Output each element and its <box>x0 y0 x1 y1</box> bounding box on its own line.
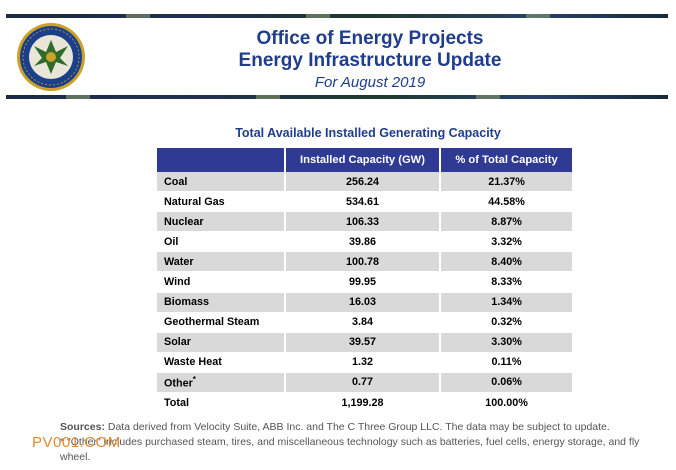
row-percent: 3.32% <box>439 232 572 253</box>
row-source-name: Wind <box>157 272 284 293</box>
row-source-name: Natural Gas <box>157 192 284 213</box>
row-source-name: Water <box>157 252 284 273</box>
table-row: Geothermal Steam 3.84 0.32% <box>157 312 572 333</box>
sources-text: Data derived from Velocity Suite, ABB In… <box>104 421 610 433</box>
row-source-name: Biomass <box>157 292 284 313</box>
column-header-capacity: Installed Capacity (GW) <box>284 148 439 172</box>
row-source-name: Solar <box>157 332 284 353</box>
sources-note: Sources: Data derived from Velocity Suit… <box>60 420 660 435</box>
capacity-table: Installed Capacity (GW) % of Total Capac… <box>157 148 572 414</box>
row-capacity: 1,199.28 <box>284 393 439 414</box>
row-percent: 8.40% <box>439 252 572 273</box>
table-row: Biomass 16.03 1.34% <box>157 292 572 313</box>
table-row: Natural Gas 534.61 44.58% <box>157 192 572 213</box>
row-percent: 0.32% <box>439 312 572 333</box>
page-subtitle: Energy Infrastructure Update <box>238 50 502 71</box>
notes: Sources: Data derived from Velocity Suit… <box>60 420 660 465</box>
column-header-source <box>157 148 284 172</box>
row-percent: 0.06% <box>439 372 572 394</box>
row-capacity: 106.33 <box>284 212 439 233</box>
row-percent: 8.33% <box>439 272 572 293</box>
row-percent: 8.87% <box>439 212 572 233</box>
column-header-percent: % of Total Capacity <box>439 148 572 172</box>
table-row: Water 100.78 8.40% <box>157 252 572 273</box>
row-capacity: 99.95 <box>284 272 439 293</box>
row-source-name: Geothermal Steam <box>157 312 284 333</box>
row-footnote-marker: * <box>192 375 196 385</box>
table-row: Wind 99.95 8.33% <box>157 272 572 293</box>
table-row: Oil 39.86 3.32% <box>157 232 572 253</box>
row-capacity: 1.32 <box>284 352 439 373</box>
other-note: * "Other" includes purchased steam, tire… <box>60 436 640 463</box>
page-title: Office of Energy Projects <box>256 28 484 49</box>
agency-seal-icon <box>17 23 85 91</box>
table-row: Other* 0.77 0.06% <box>157 372 572 394</box>
header-titles: Office of Energy Projects Energy Infrast… <box>100 28 640 93</box>
table-row: Nuclear 106.33 8.87% <box>157 212 572 233</box>
row-percent: 44.58% <box>439 192 572 213</box>
row-capacity: 39.86 <box>284 232 439 253</box>
row-percent: 0.11% <box>439 352 572 373</box>
row-capacity: 534.61 <box>284 192 439 213</box>
table-header-row: Installed Capacity (GW) % of Total Capac… <box>157 148 572 172</box>
row-source-name: Waste Heat <box>157 352 284 373</box>
table-row: Waste Heat 1.32 0.11% <box>157 352 572 373</box>
table-row: Coal 256.24 21.37% <box>157 172 572 193</box>
report-period: For August 2019 <box>314 74 426 91</box>
row-capacity: 3.84 <box>284 312 439 333</box>
header-bottom-stripe <box>6 95 668 99</box>
table-row: Total 1,199.28 100.00% <box>157 393 572 414</box>
watermark: PV001.COM <box>32 434 121 451</box>
row-percent: 3.30% <box>439 332 572 353</box>
table-row: Solar 39.57 3.30% <box>157 332 572 353</box>
row-capacity: 100.78 <box>284 252 439 273</box>
row-percent: 21.37% <box>439 172 572 193</box>
table-title: Total Available Installed Generating Cap… <box>235 126 501 140</box>
header-top-stripe <box>6 14 668 18</box>
row-percent: 1.34% <box>439 292 572 313</box>
row-source-name: Oil <box>157 232 284 253</box>
row-source-name: Other* <box>157 372 284 394</box>
row-source-name: Coal <box>157 172 284 193</box>
row-capacity: 39.57 <box>284 332 439 353</box>
row-capacity: 0.77 <box>284 372 439 394</box>
row-percent: 100.00% <box>439 393 572 414</box>
row-capacity: 256.24 <box>284 172 439 193</box>
row-capacity: 16.03 <box>284 292 439 313</box>
sources-label: Sources: <box>60 421 105 433</box>
row-source-name: Nuclear <box>157 212 284 233</box>
row-source-name: Total <box>157 393 284 414</box>
